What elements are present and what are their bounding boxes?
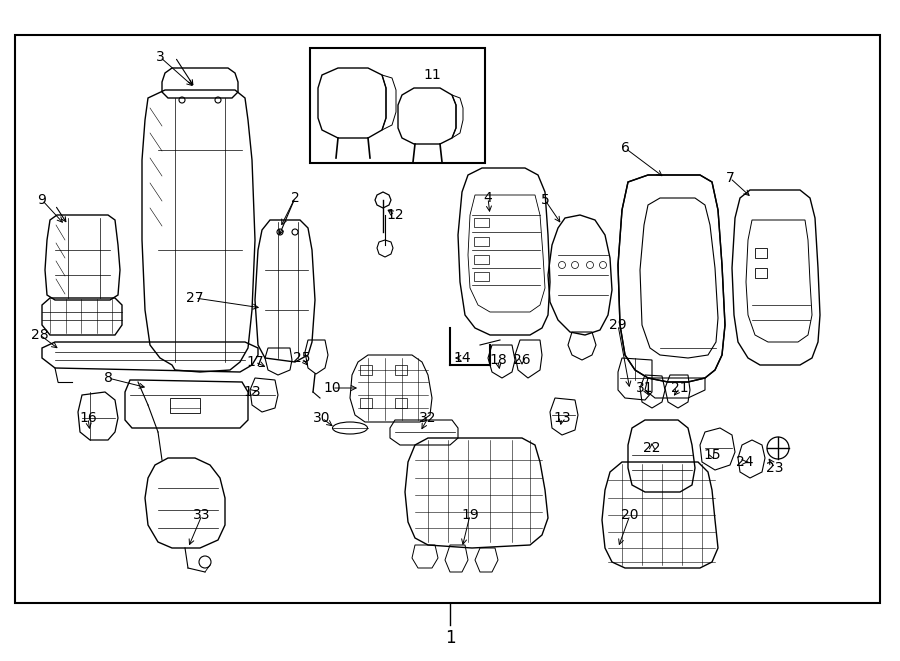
Text: 17: 17	[247, 355, 264, 369]
Bar	[360, 365, 372, 375]
Text: 21: 21	[671, 381, 688, 395]
Bar	[15, 35, 880, 603]
Text: 13: 13	[554, 411, 571, 425]
Text: 5: 5	[541, 193, 549, 207]
Text: 20: 20	[621, 508, 639, 522]
Text: 4: 4	[483, 191, 492, 205]
Text: 12: 12	[386, 208, 404, 222]
Text: 30: 30	[313, 411, 331, 425]
Bar	[360, 398, 372, 408]
Text: 18: 18	[489, 353, 507, 367]
Bar	[310, 48, 485, 163]
Text: 19: 19	[461, 508, 479, 522]
Text: 33: 33	[194, 508, 211, 522]
Text: 28: 28	[32, 328, 49, 342]
Text: 1: 1	[445, 629, 455, 647]
Text: 32: 32	[419, 411, 436, 425]
Text: 3: 3	[156, 50, 165, 64]
Bar	[474, 272, 489, 281]
Text: 22: 22	[644, 441, 661, 455]
Bar	[755, 248, 767, 258]
Text: 13: 13	[243, 385, 261, 399]
Text: 15: 15	[703, 448, 721, 462]
Text: 26: 26	[513, 353, 531, 367]
Text: 27: 27	[186, 291, 203, 305]
Bar	[474, 218, 489, 227]
Text: 16: 16	[79, 411, 97, 425]
Text: 6: 6	[621, 141, 629, 155]
Text: 9: 9	[38, 193, 47, 207]
Text: 7: 7	[725, 171, 734, 185]
Text: 25: 25	[293, 351, 310, 365]
Text: 10: 10	[323, 381, 341, 395]
Text: 8: 8	[104, 371, 112, 385]
Bar	[170, 398, 200, 413]
Bar	[474, 255, 489, 264]
Text: 31: 31	[636, 381, 653, 395]
Bar	[474, 237, 489, 246]
Bar	[755, 268, 767, 278]
Bar	[395, 398, 407, 408]
Text: 24: 24	[736, 455, 754, 469]
Text: 2: 2	[291, 191, 300, 205]
Bar	[395, 365, 407, 375]
Text: 23: 23	[766, 461, 784, 475]
Text: 11: 11	[423, 68, 441, 82]
Text: 14: 14	[454, 351, 471, 365]
Text: 29: 29	[609, 318, 626, 332]
